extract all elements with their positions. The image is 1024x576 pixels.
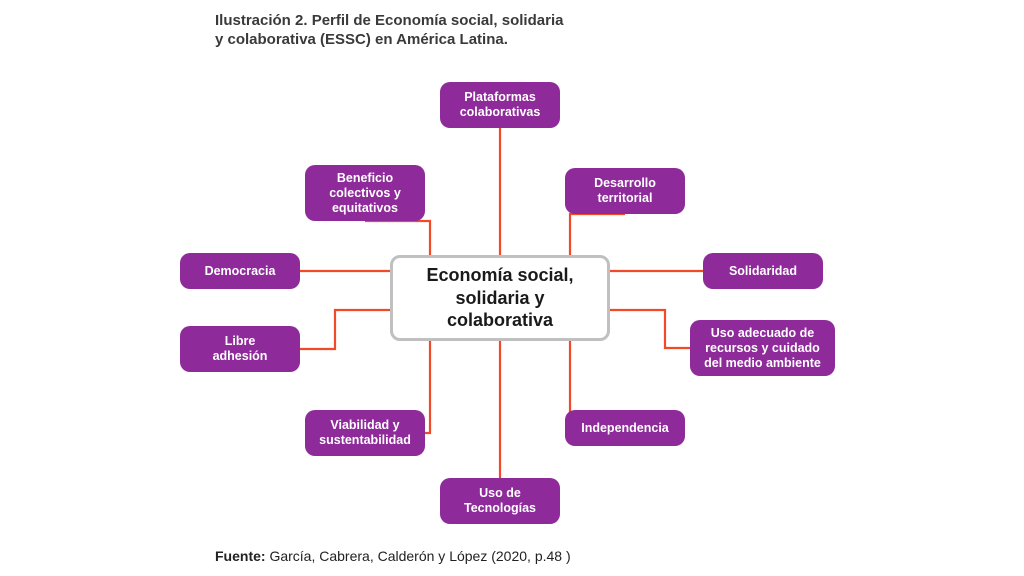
center-node: Economía social,solidaria ycolaborativa [390, 255, 610, 341]
node-beneficio: Beneficiocolectivos yequitativos [305, 165, 425, 221]
source-label: Fuente: [215, 548, 266, 564]
node-viabilidad: Viabilidad ysustentabilidad [305, 410, 425, 456]
edge-libre [300, 310, 390, 349]
node-democracia: Democracia [180, 253, 300, 289]
figure-source: Fuente: García, Cabrera, Calderón y Lópe… [215, 548, 571, 564]
node-desarrollo: Desarrolloterritorial [565, 168, 685, 214]
edge-desarrollo [570, 214, 625, 255]
node-independencia: Independencia [565, 410, 685, 446]
node-libre: Libreadhesión [180, 326, 300, 372]
node-plataformas: Plataformascolaborativas [440, 82, 560, 128]
source-text: García, Cabrera, Calderón y López (2020,… [266, 548, 571, 564]
node-solidaridad: Solidaridad [703, 253, 823, 289]
node-uso_recursos: Uso adecuado derecursos y cuidadodel med… [690, 320, 835, 376]
edge-uso_recursos [610, 310, 690, 348]
edge-beneficio [365, 221, 430, 255]
node-uso_tec: Uso deTecnologías [440, 478, 560, 524]
diagram-canvas: Economía social,solidaria ycolaborativa … [0, 0, 1024, 576]
edge-viabilidad [425, 341, 430, 433]
